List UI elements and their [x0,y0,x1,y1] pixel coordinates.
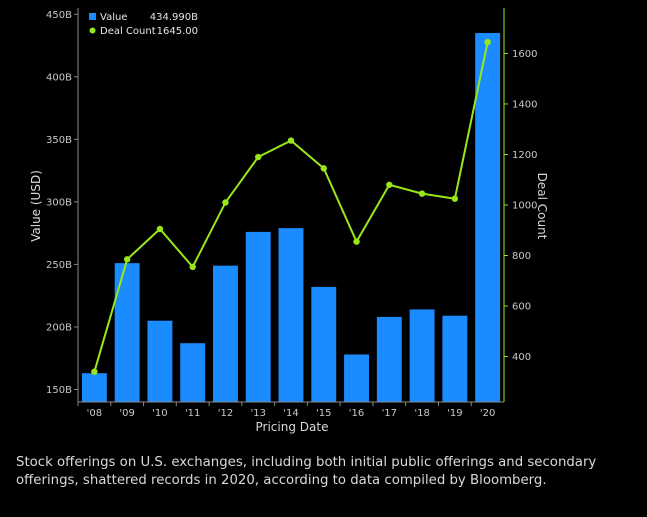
y-tick-label-6: 450B [46,10,72,21]
x-tick-label-9: '17 [382,408,397,419]
y2-axis-title: Deal Count [535,173,549,240]
value-bar-3 [180,343,206,402]
y-axis-title: Value (USD) [29,170,43,242]
y2-tick-label-2: 800 [512,251,531,262]
y2-tick-labels: 400 600 800 1000 1200 1400 1600 [512,49,537,363]
value-bar-5 [245,231,271,402]
x-tick-label-6: '14 [283,408,298,419]
y-tick-label-3: 300B [46,197,72,208]
y2-tick-label-1: 600 [512,302,531,313]
x-axis-title: Pricing Date [256,420,329,434]
legend-marker-deal-count [89,27,96,34]
y2-tick-label-3: 1000 [512,201,537,212]
deal-count-point-0 [91,368,98,375]
value-bar-12 [475,33,501,402]
y-tick-label-5: 400B [46,72,72,83]
deal-count-point-3 [189,263,196,271]
legend-value-value: 434.990B [150,12,198,23]
y-tick-label-2: 250B [46,260,72,271]
deal-count-point-10 [418,190,426,197]
deal-count-point-12 [484,38,491,46]
y2-tick-label-5: 1400 [512,99,537,110]
legend-label-value: Value [100,12,127,23]
axes [74,8,508,406]
value-bar-4 [213,265,238,402]
x-tick-label-8: '16 [349,408,364,419]
x-tick-label-1: '09 [119,408,134,419]
value-bar-1 [114,263,140,402]
deal-count-point-1 [123,256,131,263]
value-bar-7 [311,286,337,402]
y2-tick-label-6: 1600 [512,49,537,60]
x-tick-label-12: '20 [480,408,495,419]
x-tick-label-5: '13 [250,408,265,419]
deal-count-point-7 [320,165,327,172]
x-tick-label-4: '12 [218,408,233,419]
value-bars [81,33,501,402]
x-tick-label-0: '08 [87,408,102,419]
y-tick-labels: 150B 200B 250B 300B 350B 400B 450B [46,10,72,396]
x-tick-labels: '08 '09 '10 '11 '12 '13 '14 '15 '16 '17 '18 '19 '20 [87,408,496,419]
combo-chart: '08'09'10'11'12'13'14'15'16'17'18'19'20 … [29,8,549,434]
value-bar-11 [442,315,468,402]
value-bar-6 [278,228,304,402]
y-tick-label-1: 200B [46,322,72,333]
y2-tick-label-0: 400 [512,352,531,363]
deal-count-point-6 [287,137,295,144]
x-tick-label-10: '18 [414,408,429,419]
deal-count-point-4 [222,199,229,206]
x-tick-label-3: '11 [185,408,200,419]
legend: Value 434.990B Deal Count 1645.00 [89,12,198,37]
y-tick-label-0: 150B [46,385,72,396]
y-tick-label-4: 350B [46,135,72,146]
value-bar-0 [81,373,107,402]
x-tick-label-7: '15 [316,408,331,419]
deal-count-point-11 [451,195,459,202]
value-bar-10 [409,309,435,402]
legend-value-deal-count: 1645.00 [157,26,198,37]
caption: Stock offerings on U.S. exchanges, inclu… [16,455,597,488]
value-bar-2 [147,320,173,402]
deal-count-point-2 [156,225,164,233]
deal-count-point-5 [255,153,262,161]
x-tick-label-2: '10 [152,408,167,419]
value-bar-9 [376,316,402,402]
x-tick-label-11: '19 [447,408,462,419]
y2-tick-label-4: 1200 [512,150,537,161]
deal-count-point-8 [353,238,360,245]
value-bar-8 [344,354,369,402]
deal-count-line [91,38,491,375]
legend-label-deal-count: Deal Count [100,26,156,37]
legend-swatch-value [89,13,96,20]
deal-count-point-9 [386,181,393,188]
